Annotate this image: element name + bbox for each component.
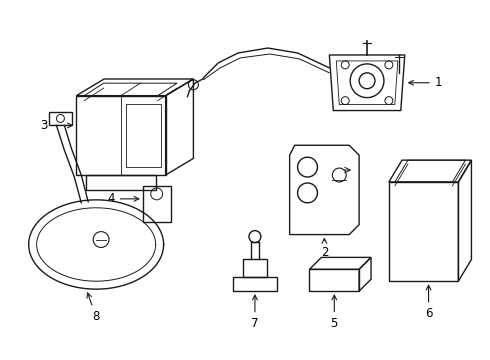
Text: 6: 6 (425, 285, 432, 320)
Text: 5: 5 (331, 295, 338, 330)
Text: 3: 3 (40, 119, 73, 132)
Text: 7: 7 (251, 295, 259, 330)
Text: 4: 4 (107, 192, 139, 205)
Text: 2: 2 (320, 239, 328, 259)
Text: 8: 8 (87, 293, 100, 323)
Text: 1: 1 (409, 76, 442, 89)
